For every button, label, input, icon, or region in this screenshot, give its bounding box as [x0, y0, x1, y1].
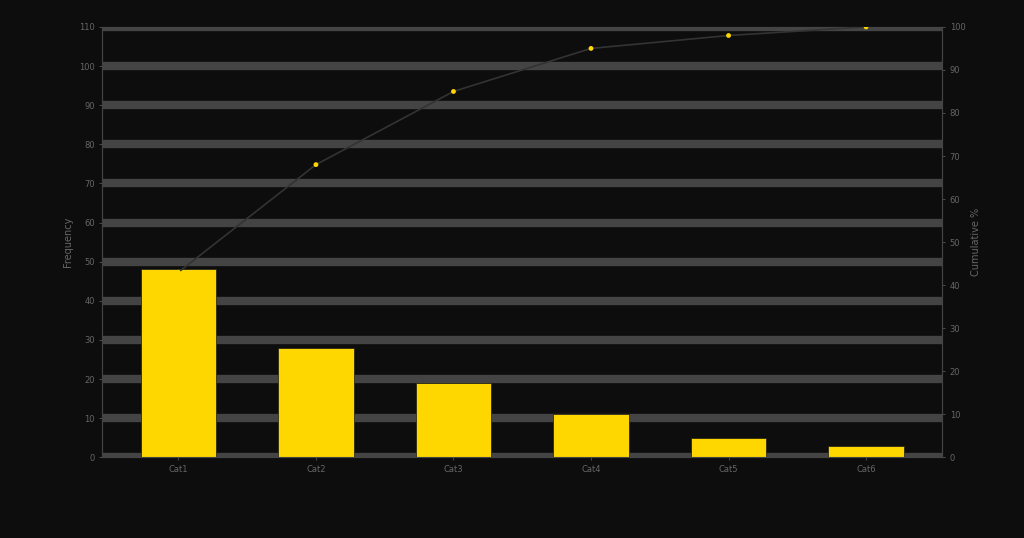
Bar	[553, 414, 629, 457]
Point	[308, 160, 325, 169]
Y-axis label: Frequency: Frequency	[63, 217, 74, 267]
Point	[170, 268, 186, 277]
Y-axis label: Cumulative %: Cumulative %	[971, 208, 981, 276]
Bar	[828, 445, 904, 457]
Point	[720, 31, 736, 40]
Point	[445, 87, 462, 96]
Bar	[279, 348, 353, 457]
Point	[583, 44, 599, 53]
Bar	[691, 438, 766, 457]
Bar	[140, 270, 216, 457]
Bar	[416, 383, 492, 457]
Point	[858, 23, 874, 31]
